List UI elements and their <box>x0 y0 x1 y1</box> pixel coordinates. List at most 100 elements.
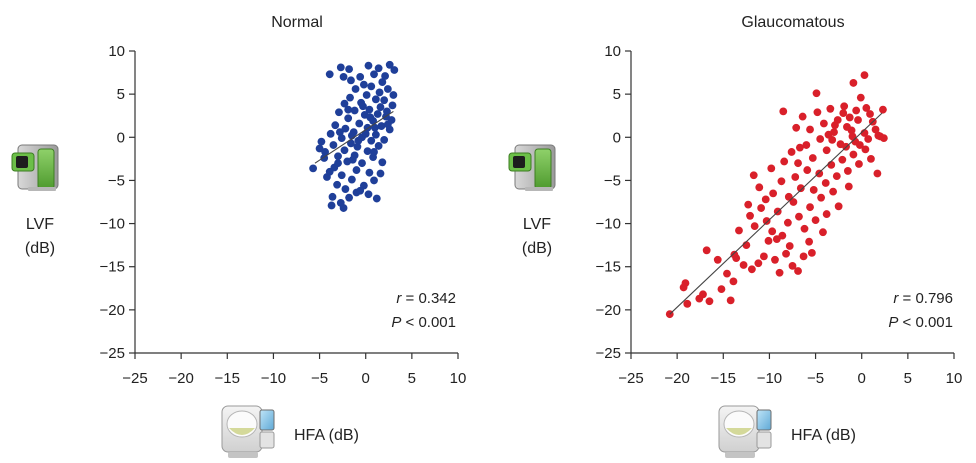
x-tick-label: −20 <box>664 370 689 387</box>
data-point <box>862 104 871 112</box>
data-point <box>351 85 360 93</box>
data-point <box>335 128 344 137</box>
data-point <box>371 130 380 139</box>
data-point <box>337 171 346 180</box>
data-point <box>775 268 784 277</box>
data-point <box>757 204 766 212</box>
data-point <box>378 158 387 167</box>
data-point <box>327 201 336 210</box>
data-point <box>844 182 853 191</box>
x-tick-label: 0 <box>858 370 866 387</box>
data-point <box>815 169 824 178</box>
data-point <box>335 108 343 117</box>
data-point <box>759 252 768 261</box>
axes: 10 5 0 −5 −10 −15 −20 −25 −25 −20 −15 −10 −5 0 5 10 <box>596 43 963 387</box>
axes: 10 5 0 −5 −10 −15 −20 −25 −25 −20 −15 −10 −5 0 5 10 <box>100 43 467 387</box>
data-point <box>370 148 378 156</box>
x-tick-label: −10 <box>261 370 286 387</box>
y-axis-label-line2: (dB) <box>522 240 552 257</box>
data-point <box>329 141 338 149</box>
data-point <box>821 179 830 187</box>
data-point <box>387 116 396 124</box>
y-axis-label-line1: LVF <box>523 216 551 233</box>
x-tick-label: −25 <box>122 370 147 387</box>
data-point <box>354 136 363 145</box>
data-point <box>347 139 355 148</box>
data-point <box>791 173 800 181</box>
data-point <box>838 155 847 164</box>
data-point <box>309 164 318 173</box>
y-tick-label: 5 <box>613 86 621 103</box>
data-point <box>374 64 383 73</box>
y-tick-label: −10 <box>596 216 621 233</box>
data-point <box>355 119 364 128</box>
stat-p-symbol: P <box>391 314 401 331</box>
data-point <box>813 108 822 117</box>
data-point <box>864 135 873 143</box>
data-point <box>826 104 835 113</box>
data-point <box>779 107 788 116</box>
data-point <box>806 203 814 212</box>
y-axis-label-line1: LVF <box>26 216 54 233</box>
data-point <box>365 105 374 114</box>
data-point <box>839 109 848 118</box>
data-point <box>364 61 373 70</box>
data-point <box>811 216 820 225</box>
data-point <box>852 106 861 115</box>
data-point <box>371 123 379 132</box>
data-point <box>855 160 863 168</box>
data-point <box>806 125 814 134</box>
data-point <box>755 183 764 192</box>
data-point <box>746 211 754 220</box>
data-point <box>785 242 794 250</box>
data-point <box>849 79 858 87</box>
data-point <box>808 154 817 162</box>
data-point <box>378 78 387 86</box>
data-point <box>861 145 870 154</box>
data-point <box>366 113 375 122</box>
y-tick-label: −20 <box>100 302 125 319</box>
stat-p-value: < 0.001 <box>401 314 456 331</box>
data-point <box>374 142 383 150</box>
data-point <box>750 222 759 231</box>
stat-p: P < 0.001 <box>888 314 953 331</box>
data-point <box>371 95 380 104</box>
data-point <box>390 66 399 74</box>
stat-r-value: = 0.796 <box>898 290 953 307</box>
y-tick-label: −25 <box>596 345 621 362</box>
x-tick-label: −5 <box>311 370 328 387</box>
data-point <box>347 76 355 85</box>
data-point <box>380 96 389 105</box>
data-point <box>375 88 384 97</box>
data-point <box>340 99 349 108</box>
data-point <box>803 166 812 174</box>
data-point <box>326 129 335 138</box>
data-point <box>372 194 381 203</box>
data-point <box>325 167 334 176</box>
data-point <box>348 155 357 164</box>
data-point <box>717 285 726 294</box>
data-point <box>879 105 887 114</box>
data-point <box>795 212 803 221</box>
data-point <box>879 134 888 143</box>
data-point <box>798 112 807 121</box>
data-point <box>802 141 811 149</box>
data-point <box>331 121 340 130</box>
x-axis-label: HFA (dB) <box>791 427 856 444</box>
data-point <box>341 185 350 193</box>
data-point <box>871 125 880 134</box>
data-point <box>713 255 722 264</box>
data-point <box>365 168 374 177</box>
data-point <box>772 235 781 244</box>
chart-title: Glaucomatous <box>741 14 844 31</box>
data-point <box>361 129 370 138</box>
data-point <box>767 164 776 173</box>
data-point <box>796 184 805 193</box>
data-point <box>783 218 792 227</box>
data-point <box>364 190 373 199</box>
data-point <box>832 172 841 181</box>
data-point <box>777 177 786 186</box>
data-point <box>784 192 793 201</box>
data-point <box>705 297 714 306</box>
data-point <box>840 102 849 111</box>
